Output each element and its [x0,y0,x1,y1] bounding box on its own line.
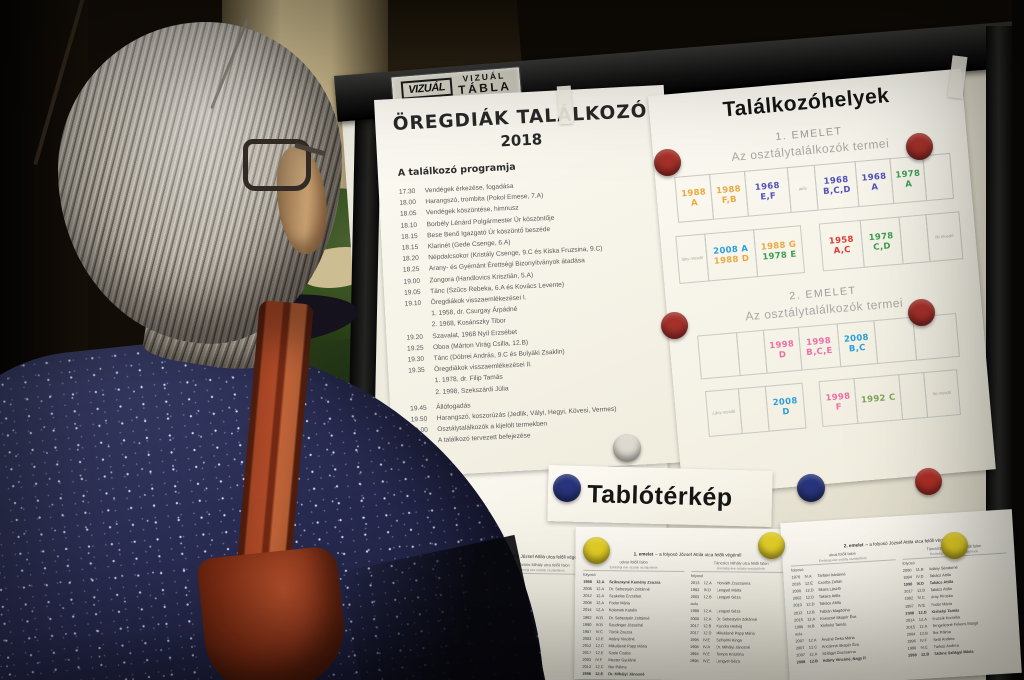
room-cell: 1998 B,C,E [797,323,841,371]
room-cell [922,152,955,202]
board-magnet [908,299,935,326]
room-cell: 1992 C [853,374,904,424]
tablo-column-right: Táncsics Mihály utca felőli falon Éretts… [690,560,792,679]
room-cell: 1958 A,C [818,219,865,272]
room-cell: 1988 A [674,173,715,223]
room-cell: 1968 A [854,158,895,208]
room-cell: 1988 G 1978 E [753,225,806,278]
tablo-column-left: utcai felőli falon Érettségi éve osztály… [790,548,901,665]
tablo-table-right: 2. emelet – a folyosó József Attila utca … [790,534,1013,666]
room-cell: 1998 F [818,378,859,428]
tape-strip [556,85,574,125]
room-cell: 2008 D [764,382,807,432]
room-cell: fiú mosdó [925,211,964,263]
board-magnet [941,532,968,559]
room-cell: Lány mosdó [704,388,743,437]
board-magnet [661,312,688,339]
board-magnet [553,474,581,502]
tablo-table-mid: 1. emelet – a folyosó József Attila utca … [582,551,792,680]
board-magnet [906,133,933,160]
tablo-row: 1998 IV.E Lengyel Géza [689,658,740,664]
paper-tablo-table-right: 2. emelet – a folyosó József Attila utca … [780,509,1022,680]
tablo-column-left: udvar felőli falon Érettségi éve osztály… [582,559,684,678]
paper-program: ÖREGDIÁK TALÁLKOZÓ 2018 A találkozó prog… [374,84,684,478]
tablo-rows: folyosó 1976 IV.A Tarfalvi Istvánné [791,560,901,666]
room-cell: 1968 E,F [743,167,792,217]
tablo-rows: folyosó 2013 12.A Horváth Zsuzsanna [690,572,791,665]
board-magnet [613,434,641,462]
room-cell: 1968 B,C,D [813,161,860,211]
room-cell: 2008 A 1988 D [704,229,759,282]
room-cell: 1988 F,B [709,170,749,220]
room-cell: 2008 B,C [836,320,878,368]
board-magnet [915,468,942,495]
tablo-rows: folyosó 2000 11.B Adány Sándorné [902,553,1012,659]
tablo-row: 1998 12.E Dr. Mihályi Jánosné [582,671,645,677]
room-cell: 1998 D [762,326,803,374]
background-right-shadow [1012,0,1024,680]
floor1-row2: lány mosdó 2008 A 1988 D 1988 G 1978 E [660,210,977,285]
tablo-column-right: Táncsics Mihály utca felőli falon Éretts… [901,542,1012,659]
paper-meeting-places: Találkozóhelyek 1. EMELET Az osztálytalá… [648,68,996,497]
room-cell: 1978 C,D [859,216,904,268]
tablomap-title: Tablótérkép [586,479,734,512]
room-cell: 1978 A [889,155,928,205]
program-schedule: 17.30 Vendégek érkezése, fogadása 18.00 … [399,173,682,448]
board-magnet [758,532,785,559]
shoulder-bag [196,545,350,680]
room-cell [696,332,741,380]
board-magnet [654,149,681,176]
room-cell: fiú mosdó [923,369,961,418]
paper-tablomap-title: Tablótérkép [547,465,773,527]
room-cell [872,316,917,365]
board-magnet [583,537,610,564]
tablo-rows: folyosó 1988 12.A Szikszayné Kemény Zsuz… [582,571,684,678]
board-magnet [797,474,825,502]
